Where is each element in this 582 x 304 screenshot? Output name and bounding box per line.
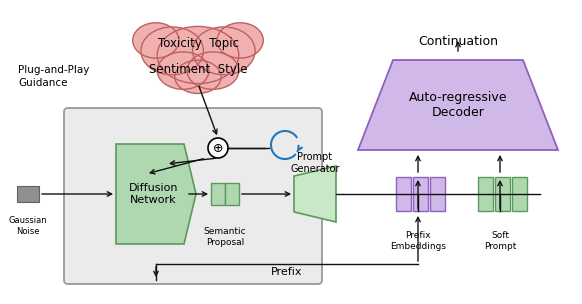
Text: Prefix: Prefix — [271, 267, 303, 277]
Bar — [495, 177, 509, 211]
Ellipse shape — [217, 23, 263, 58]
Bar — [512, 177, 527, 211]
Bar — [211, 183, 225, 205]
Polygon shape — [116, 144, 196, 244]
Bar — [17, 186, 39, 202]
Text: $\oplus$: $\oplus$ — [212, 141, 223, 154]
Ellipse shape — [175, 60, 221, 94]
Ellipse shape — [157, 26, 239, 84]
Ellipse shape — [193, 27, 255, 75]
Text: Diffusion
Network: Diffusion Network — [129, 183, 178, 205]
Bar — [477, 177, 492, 211]
Text: Continuation: Continuation — [418, 35, 498, 48]
Bar — [413, 177, 428, 211]
Text: Soft
Prompt: Soft Prompt — [484, 231, 516, 251]
Polygon shape — [294, 166, 336, 222]
Text: Prompt
Generator: Prompt Generator — [290, 152, 340, 174]
Ellipse shape — [141, 27, 204, 75]
Text: Prefix
Embeddings: Prefix Embeddings — [390, 231, 446, 251]
Ellipse shape — [133, 23, 179, 58]
Text: Semantic
Proposal: Semantic Proposal — [204, 227, 246, 247]
Polygon shape — [358, 60, 558, 150]
Text: Toxicity  Topic: Toxicity Topic — [158, 36, 239, 50]
Circle shape — [208, 138, 228, 158]
Text: Sentiment  Style: Sentiment Style — [149, 63, 247, 75]
Bar — [225, 183, 239, 205]
Bar — [396, 177, 410, 211]
Ellipse shape — [157, 52, 209, 89]
Text: Auto-regressive
Decoder: Auto-regressive Decoder — [409, 91, 508, 119]
Text: Gaussian
Noise: Gaussian Noise — [9, 216, 47, 236]
FancyBboxPatch shape — [64, 108, 322, 284]
Text: Plug-and-Play
Guidance: Plug-and-Play Guidance — [18, 65, 90, 88]
Bar — [430, 177, 445, 211]
Ellipse shape — [187, 52, 239, 89]
